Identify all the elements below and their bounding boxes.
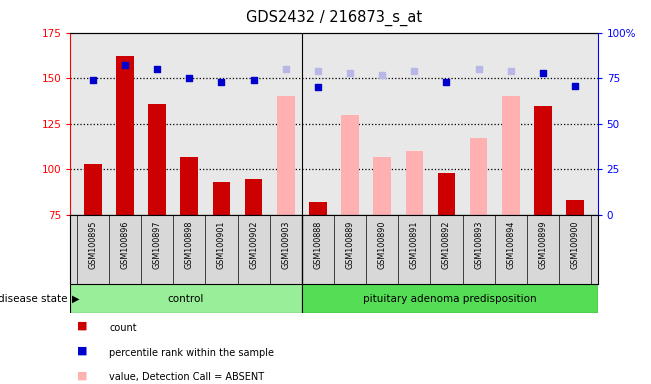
Text: GSM100897: GSM100897 (152, 220, 161, 269)
Text: GSM100899: GSM100899 (538, 220, 547, 269)
Point (441, 79, 452, 85)
Text: ■: ■ (77, 321, 87, 331)
Bar (277, 96, 294, 215)
Point (506, 68, 516, 74)
Point (88, 77, 98, 83)
Text: ■: ■ (77, 346, 87, 356)
Text: GSM100903: GSM100903 (281, 220, 290, 269)
Text: ▶: ▶ (72, 293, 79, 304)
Text: GSM100892: GSM100892 (442, 220, 451, 269)
Text: GSM100900: GSM100900 (571, 220, 579, 269)
Text: GSM100889: GSM100889 (346, 220, 355, 269)
Point (377, 71, 387, 78)
Point (409, 68, 419, 74)
Text: GSM100895: GSM100895 (89, 220, 97, 269)
Text: disease state: disease state (0, 293, 67, 304)
Text: percentile rank within the sample: percentile rank within the sample (109, 348, 274, 358)
Text: GSM100896: GSM100896 (120, 220, 130, 269)
Point (538, 70, 548, 76)
Point (120, 62, 130, 68)
Text: GSM100901: GSM100901 (217, 220, 226, 269)
Text: count: count (109, 323, 137, 333)
Bar (534, 106, 552, 215)
Bar (406, 151, 423, 215)
Bar (374, 157, 391, 215)
Text: GSM100891: GSM100891 (410, 220, 419, 269)
Point (216, 79, 227, 85)
Bar (302, 284, 598, 313)
Point (312, 68, 323, 74)
Bar (437, 173, 455, 215)
Point (345, 70, 355, 76)
Text: GSM100902: GSM100902 (249, 220, 258, 269)
Bar (309, 202, 327, 215)
Bar (180, 157, 198, 215)
Bar (116, 56, 134, 215)
Text: GSM100894: GSM100894 (506, 220, 516, 269)
Text: ■: ■ (77, 371, 87, 381)
Text: value, Detection Call = ABSENT: value, Detection Call = ABSENT (109, 372, 264, 382)
Bar (470, 139, 488, 215)
Bar (502, 96, 519, 215)
Point (473, 66, 484, 72)
Text: pituitary adenoma predisposition: pituitary adenoma predisposition (363, 293, 536, 304)
Text: GDS2432 / 216873_s_at: GDS2432 / 216873_s_at (246, 10, 422, 26)
Bar (341, 115, 359, 215)
Bar (70, 284, 302, 313)
Bar (213, 182, 230, 215)
Point (312, 84, 323, 91)
Text: GSM100890: GSM100890 (378, 220, 387, 269)
Text: GSM100898: GSM100898 (185, 220, 194, 269)
Point (570, 83, 580, 89)
Point (184, 75, 195, 81)
Point (152, 66, 162, 72)
Text: control: control (168, 293, 204, 304)
Bar (148, 104, 166, 215)
Point (281, 66, 291, 72)
Text: GSM100893: GSM100893 (474, 220, 483, 269)
Point (249, 77, 259, 83)
Bar (245, 179, 262, 215)
Text: GSM100888: GSM100888 (313, 220, 322, 269)
Bar (84, 164, 102, 215)
Bar (566, 200, 584, 215)
